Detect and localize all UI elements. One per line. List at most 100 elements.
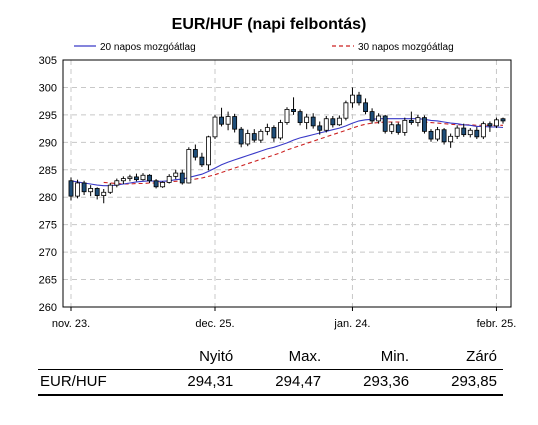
candle-body (192, 149, 198, 158)
candle-body (173, 172, 179, 177)
candle (297, 109, 303, 126)
candle (408, 111, 414, 125)
candle (389, 122, 395, 135)
candle (278, 119, 283, 141)
candle (284, 107, 290, 125)
candle-body (94, 188, 100, 196)
candle-body (310, 116, 316, 127)
candle (140, 173, 146, 181)
candle-body (376, 115, 382, 122)
y-tick-label: 275 (39, 220, 57, 232)
summary-table: Nyitó Max. Min. Záró EUR/HUF 294,31 294,… (38, 345, 503, 396)
candle-body (251, 133, 257, 141)
candle-body (107, 184, 113, 193)
candle-body (245, 133, 251, 145)
candle (219, 107, 224, 127)
candle (225, 111, 231, 131)
candle (238, 126, 244, 148)
candle-body (382, 115, 388, 132)
candle (206, 135, 211, 171)
candle-body (101, 191, 107, 196)
candle (186, 147, 192, 184)
candle-body (454, 127, 460, 137)
candle-body (350, 94, 355, 104)
candle (435, 126, 440, 142)
candle-body (153, 180, 159, 188)
summary-header-blank (38, 345, 152, 370)
candle-body (134, 176, 139, 181)
candle-body (467, 129, 473, 136)
x-tick-label: jan. 24. (333, 318, 370, 330)
y-tick-label: 290 (39, 137, 57, 149)
candle (336, 115, 342, 126)
candle (317, 121, 323, 135)
candle (461, 123, 467, 137)
candle-body (127, 176, 133, 179)
candle-body (68, 180, 74, 197)
candle-body (199, 156, 205, 166)
candle-body (428, 130, 434, 140)
candle-body (225, 116, 231, 125)
candle-body (297, 111, 303, 123)
candle-body (441, 129, 447, 143)
candle-body (212, 116, 218, 138)
candle (415, 114, 421, 127)
candle (160, 181, 166, 188)
candle-body (219, 116, 224, 125)
candle (487, 121, 493, 132)
candle (395, 122, 401, 135)
candle-body (363, 102, 368, 112)
candle (94, 187, 100, 200)
candle (127, 174, 133, 182)
y-tick-label: 260 (39, 302, 57, 314)
candle (232, 113, 238, 133)
candle (245, 129, 251, 147)
candle (330, 115, 336, 128)
candle (251, 129, 257, 143)
candle-body (480, 123, 486, 138)
candle (310, 113, 316, 129)
candle-body (448, 135, 454, 143)
candle (134, 173, 139, 182)
candle (199, 152, 205, 168)
candle-body (166, 175, 172, 183)
candle-body (160, 182, 166, 188)
candle (271, 125, 277, 142)
candle-body (206, 136, 211, 166)
summary-row-label: EUR/HUF (38, 369, 152, 396)
candle (474, 126, 480, 140)
candle-body (323, 118, 329, 131)
candle-body (435, 129, 440, 140)
summary-header-close: Záró (415, 345, 503, 370)
y-tick-label: 285 (39, 165, 57, 177)
summary-header-max: Max. (239, 345, 328, 370)
candle (101, 188, 107, 204)
candle (107, 182, 113, 194)
legend-ma30-label: 30 napos mozgóátlag (358, 42, 454, 53)
candle-body (238, 128, 244, 145)
candle (173, 169, 179, 180)
candle-body (304, 116, 310, 123)
summary-header-open: Nyitó (151, 345, 240, 370)
candle-body (369, 111, 375, 122)
candle-body (179, 172, 185, 184)
candle (88, 185, 94, 197)
candle-body (422, 117, 427, 132)
candle (454, 125, 460, 140)
y-tick-label: 280 (39, 192, 57, 204)
candle (422, 115, 427, 134)
candle-body (81, 182, 87, 193)
grid (63, 60, 511, 307)
candle-body (461, 127, 467, 136)
summary-row: EUR/HUF 294,31 294,47 293,36 293,85 (38, 369, 503, 396)
candlestick-chart: EUR/HUF (napi felbontás) 20 napos mozgóá… (39, 16, 517, 330)
candle-body (500, 118, 506, 122)
candle-body (330, 118, 336, 126)
candle (428, 129, 434, 142)
summary-header-row: Nyitó Max. Min. Záró (38, 345, 503, 370)
candle (500, 117, 506, 124)
candle (114, 178, 120, 188)
candle (343, 100, 349, 121)
x-axis-ticks: nov. 23. dec. 25. jan. 24. febr. 25. (52, 307, 516, 330)
candle-body (408, 119, 414, 123)
